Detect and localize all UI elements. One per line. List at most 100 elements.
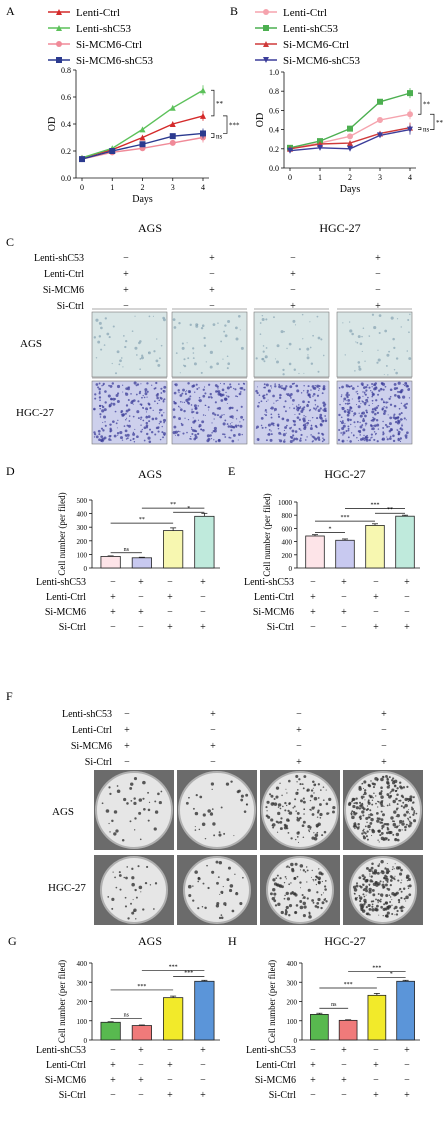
colony-dot [413, 810, 416, 812]
cell-dot [404, 434, 408, 438]
colony-dot [194, 826, 196, 828]
colony-dot [389, 804, 391, 806]
cell-dot [377, 428, 380, 430]
colony-dot [115, 829, 119, 833]
condition-sign: − [373, 577, 379, 588]
cell-dot [101, 437, 105, 441]
legend-label: Lenti-Ctrl [283, 7, 327, 19]
colony-dot [225, 782, 230, 786]
cell-dot [400, 388, 404, 392]
colony-dot [388, 784, 391, 787]
cell-dot [364, 393, 366, 395]
colony-dot [366, 830, 369, 833]
cell-dot [298, 418, 301, 421]
cell-dot [364, 360, 366, 362]
cell-dot [389, 422, 392, 426]
x-tick-label: 0 [288, 173, 292, 182]
colony-dot [111, 897, 115, 901]
colony-dot [306, 881, 308, 883]
cell-dot [229, 386, 232, 389]
cell-dot [365, 438, 369, 442]
cell-dot [220, 399, 224, 402]
cell-dot [148, 404, 150, 406]
cell-dot [323, 407, 327, 411]
colony-dot [188, 894, 192, 898]
cell-dot [383, 400, 385, 402]
cell-dot [284, 400, 287, 403]
colony-dot [377, 800, 380, 803]
cell-dot [120, 357, 123, 359]
colony-dot [379, 834, 382, 837]
cell-dot [352, 434, 355, 437]
condition-sign: + [138, 1075, 144, 1086]
colony-plate [177, 855, 257, 925]
colony-dot [320, 906, 323, 910]
cell-dot [256, 405, 260, 408]
colony-dot [134, 817, 137, 820]
colony-dot [387, 795, 389, 797]
colony-dot [315, 875, 318, 878]
cell-dot [190, 435, 192, 438]
cell-dot [406, 431, 409, 435]
colony-dot [235, 891, 238, 894]
colony-dot [220, 916, 224, 920]
colony-dot [298, 778, 301, 781]
colony-dot [245, 803, 249, 806]
colony-dot [378, 817, 381, 821]
cell-dot [371, 395, 374, 398]
cell-dot [219, 382, 221, 384]
cell-dot [365, 385, 368, 389]
y-axis-label: Cell number (per filed) [57, 492, 67, 575]
micrograph-frame [253, 311, 330, 378]
condition-label: Si-Ctrl [59, 622, 86, 633]
colony-dot [386, 909, 388, 911]
condition-label: Lenti-shC53 [62, 709, 112, 720]
cell-dot [94, 393, 97, 396]
condition-table-F: Lenti-shC53− + − +Lenti-Ctrl + − + −Si-MCM6 + + − −… [62, 709, 387, 768]
cell-dot [140, 356, 144, 360]
colony-dot [381, 813, 385, 817]
cell-dot [365, 425, 367, 427]
cell-dot [95, 318, 99, 322]
colony-dot [275, 877, 278, 879]
cell-dot [394, 416, 398, 420]
cell-dot [223, 433, 226, 436]
series-line [289, 92, 411, 149]
cell-dot [238, 383, 240, 385]
cell-dot [393, 404, 397, 408]
cell-dot [301, 313, 304, 316]
cell-dot [264, 426, 267, 429]
colony-dot [285, 878, 287, 880]
cell-dot [384, 423, 388, 427]
cell-dot [347, 425, 350, 428]
colony-dot [303, 813, 305, 815]
condition-sign: + [296, 757, 302, 768]
cell-dot [277, 399, 279, 402]
cell-dot [362, 327, 365, 330]
colony-dot [367, 824, 371, 829]
colony-dot [397, 898, 401, 902]
condition-sign: + [310, 592, 316, 603]
colony-dot [274, 896, 276, 898]
cell-dot [382, 420, 384, 423]
cell-dot [288, 362, 292, 366]
cell-dot [289, 407, 291, 409]
cell-dot [397, 416, 400, 418]
cell-dot [159, 357, 161, 360]
colony-dot [408, 798, 413, 802]
colony-dot [234, 873, 236, 875]
cell-dot [163, 385, 167, 389]
cell-dot [143, 396, 146, 399]
colony-dot [402, 820, 405, 823]
colony-dot [406, 874, 410, 879]
cell-dot [349, 418, 352, 422]
cell-dot [243, 382, 246, 385]
cell-dot [276, 360, 279, 364]
colony-dot [313, 796, 318, 801]
colony-dot [320, 789, 322, 791]
condition-sign: − [138, 1090, 144, 1101]
cell-dot [320, 338, 323, 341]
colony-dot [132, 899, 134, 901]
colony-dot [109, 792, 112, 796]
